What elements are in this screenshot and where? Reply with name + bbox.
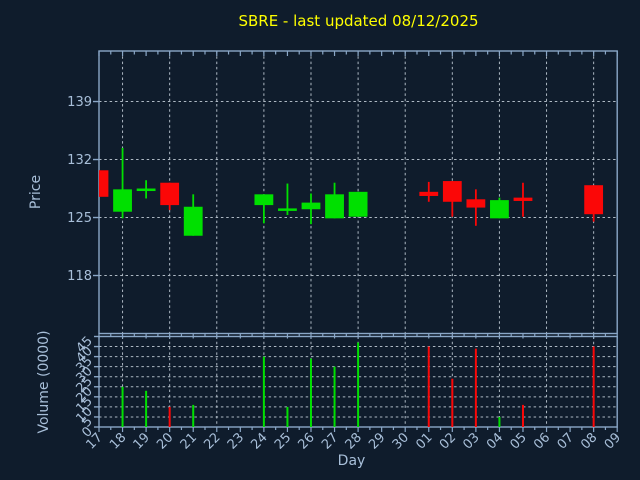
day-tick-label: 26 [296, 430, 318, 452]
day-tick-label: 25 [272, 430, 294, 452]
candle-body [136, 188, 156, 192]
candle-day-03 [466, 189, 486, 226]
candle-body [513, 197, 533, 201]
tick-marks [93, 51, 618, 432]
day-tick-label: 06 [531, 430, 553, 452]
day-tick-label: 19 [131, 430, 153, 452]
candle-day-25 [278, 183, 297, 216]
candle-body [419, 191, 439, 196]
candle-day-01 [419, 181, 439, 202]
price-tick-label: 132 [67, 153, 92, 168]
day-tick-label: 28 [343, 430, 365, 452]
candle-body [442, 181, 462, 202]
candle-day-20 [160, 182, 180, 211]
candles [99, 147, 604, 236]
day-tick-label: 04 [484, 430, 506, 452]
day-tick-label: 24 [248, 430, 270, 452]
candle-day-05 [513, 182, 533, 217]
candle-day-02 [442, 181, 462, 217]
candle-body [490, 200, 509, 219]
candle-body [466, 199, 486, 208]
price-tick-label: 139 [67, 95, 92, 110]
candle-day-26 [301, 193, 321, 225]
day-tick-label: 21 [178, 430, 200, 452]
candle-body [584, 185, 604, 215]
candle-day-17 [99, 170, 109, 197]
day-tick-label: 27 [319, 430, 341, 452]
candle-day-19 [136, 180, 156, 199]
day-tick-label: 23 [225, 430, 247, 452]
candle-day-27 [325, 182, 344, 219]
candle-day-08 [584, 185, 604, 222]
price-tick-label: 118 [67, 269, 92, 284]
day-tick-label: 03 [460, 430, 482, 452]
candle-day-24 [254, 194, 274, 224]
day-tick-label: 01 [413, 430, 435, 452]
day-tick-label: 09 [602, 430, 624, 452]
day-tick-label: 22 [201, 430, 223, 452]
candle-body [160, 182, 180, 206]
candle-body [325, 194, 344, 219]
volume-bars [121, 342, 595, 427]
day-tick-label: 05 [508, 430, 530, 452]
day-tick-label: 02 [437, 430, 459, 452]
candle-day-04 [490, 197, 509, 219]
candle-body [183, 206, 203, 236]
candle-body [301, 202, 321, 210]
day-tick-label: 18 [107, 430, 129, 452]
candle-body [254, 194, 274, 206]
candle-body [113, 189, 132, 212]
candle-day-28 [348, 191, 368, 217]
candle-day-21 [183, 194, 203, 236]
x-axis-label: Day [337, 453, 366, 469]
candle-day-18 [113, 147, 132, 219]
candle-body [348, 191, 368, 217]
day-tick-label: 30 [390, 430, 412, 452]
chart-title: SBRE - last updated 08/12/2025 [238, 12, 479, 30]
price-tick-label: 125 [67, 211, 92, 226]
day-tick-label: 07 [555, 430, 577, 452]
day-tick-label: 08 [578, 430, 600, 452]
candle-body [278, 208, 297, 211]
candle-body [99, 170, 109, 197]
gridlines [99, 51, 618, 427]
day-tick-label: 29 [366, 430, 388, 452]
day-tick-label: 20 [154, 430, 176, 452]
